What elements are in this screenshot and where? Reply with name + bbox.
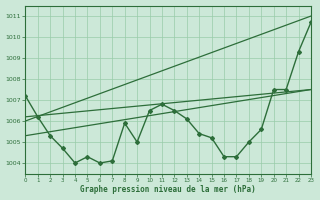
X-axis label: Graphe pression niveau de la mer (hPa): Graphe pression niveau de la mer (hPa): [80, 185, 256, 194]
